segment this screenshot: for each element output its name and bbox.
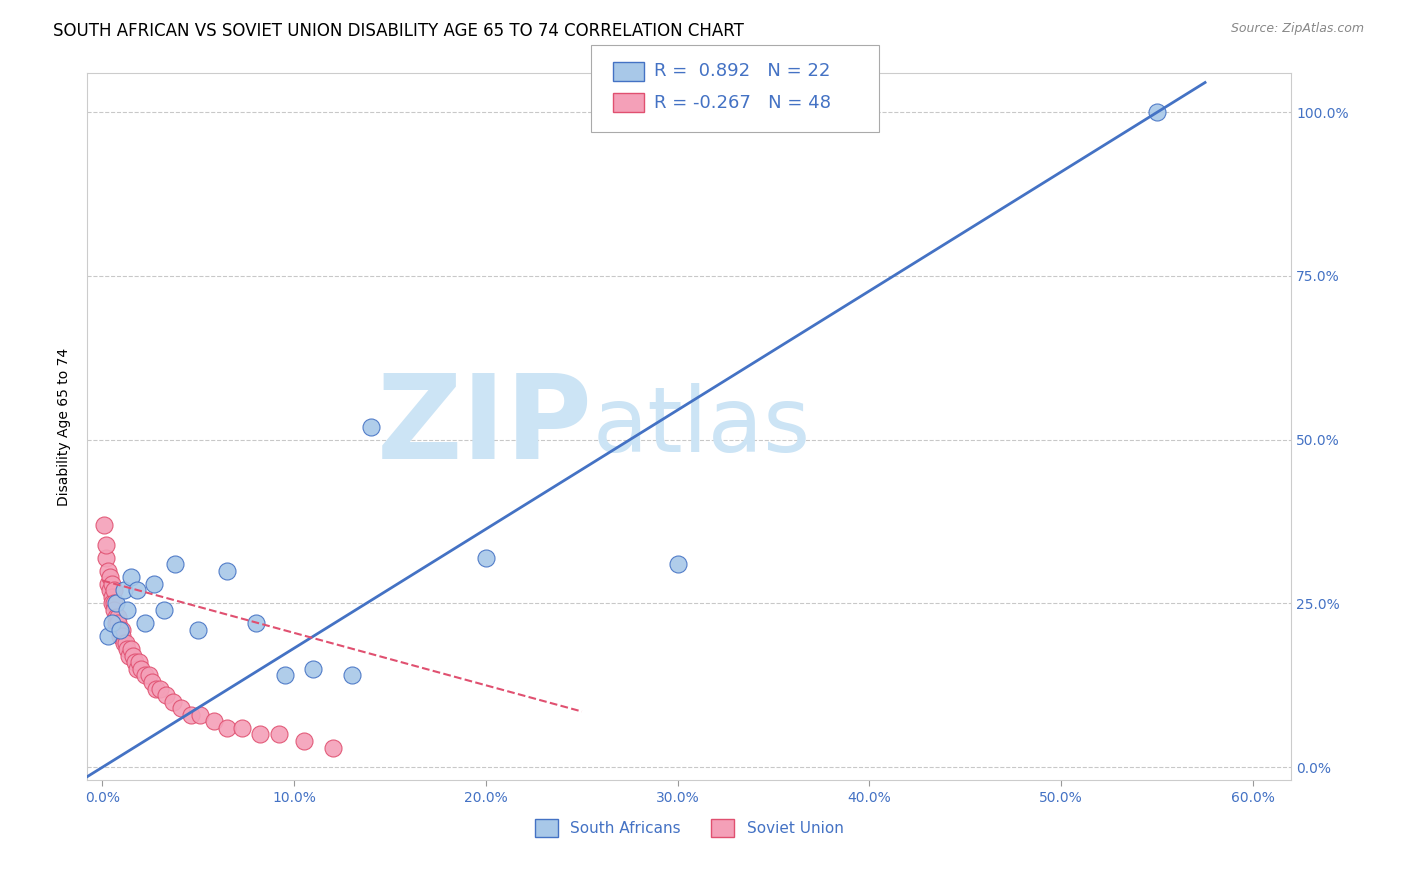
Point (107, 616, 129, 631)
Point (97, 564, 120, 578)
Point (165, 557, 187, 571)
Point (267, 727, 290, 741)
Point (111, 623, 134, 637)
Point (125, 583, 148, 598)
Point (108, 629, 131, 643)
Point (103, 597, 125, 611)
Point (107, 609, 129, 624)
Point (108, 623, 131, 637)
Point (292, 734, 315, 748)
Point (124, 656, 146, 670)
Point (134, 668, 156, 682)
Point (101, 590, 124, 604)
Point (475, 550, 498, 565)
Point (97, 576, 120, 591)
Point (93, 517, 115, 532)
Point (134, 616, 156, 631)
Point (103, 603, 125, 617)
Point (202, 714, 225, 729)
Point (245, 616, 267, 631)
Point (143, 576, 166, 591)
Point (98, 583, 121, 598)
Point (1146, 105, 1168, 120)
Text: R = -0.267   N = 48: R = -0.267 N = 48 (654, 94, 831, 112)
Point (96, 537, 118, 551)
Point (180, 707, 202, 722)
Point (141, 675, 163, 690)
Point (273, 668, 295, 682)
Point (120, 570, 142, 584)
Point (187, 623, 209, 637)
Y-axis label: Disability Age 65 to 74: Disability Age 65 to 74 (58, 348, 72, 506)
Point (122, 648, 145, 663)
Point (97, 629, 120, 643)
Point (231, 721, 253, 735)
Point (149, 681, 172, 696)
Point (101, 576, 124, 591)
Point (162, 695, 184, 709)
Point (96, 550, 118, 565)
Point (104, 597, 127, 611)
Point (129, 662, 152, 676)
Point (302, 662, 325, 676)
Text: atlas: atlas (593, 383, 811, 471)
Point (120, 642, 142, 657)
Text: ZIP: ZIP (377, 369, 593, 484)
Point (101, 616, 124, 631)
Text: Source: ZipAtlas.com: Source: ZipAtlas.com (1230, 22, 1364, 36)
Point (125, 662, 148, 676)
Point (104, 616, 127, 631)
Point (112, 583, 135, 598)
Point (153, 603, 176, 617)
Point (101, 597, 124, 611)
Point (114, 636, 136, 650)
Point (155, 688, 177, 702)
Point (188, 707, 211, 722)
Point (128, 656, 150, 670)
Text: SOUTH AFRICAN VS SOVIET UNION DISABILITY AGE 65 TO 74 CORRELATION CHART: SOUTH AFRICAN VS SOVIET UNION DISABILITY… (53, 22, 744, 40)
Point (249, 727, 271, 741)
Point (666, 557, 689, 571)
Point (138, 668, 160, 682)
Point (217, 564, 239, 578)
Legend: South Africans, Soviet Union: South Africans, Soviet Union (529, 813, 849, 843)
Point (112, 636, 135, 650)
Point (360, 419, 382, 434)
Text: R =  0.892   N = 22: R = 0.892 N = 22 (654, 62, 830, 80)
Point (108, 623, 131, 637)
Point (145, 681, 167, 696)
Point (170, 701, 193, 715)
Point (217, 721, 239, 735)
Point (322, 740, 344, 755)
Point (118, 648, 141, 663)
Point (98, 570, 121, 584)
Point (111, 629, 134, 643)
Point (104, 609, 127, 624)
Point (103, 583, 125, 598)
Point (117, 642, 139, 657)
Point (340, 668, 363, 682)
Point (117, 603, 139, 617)
